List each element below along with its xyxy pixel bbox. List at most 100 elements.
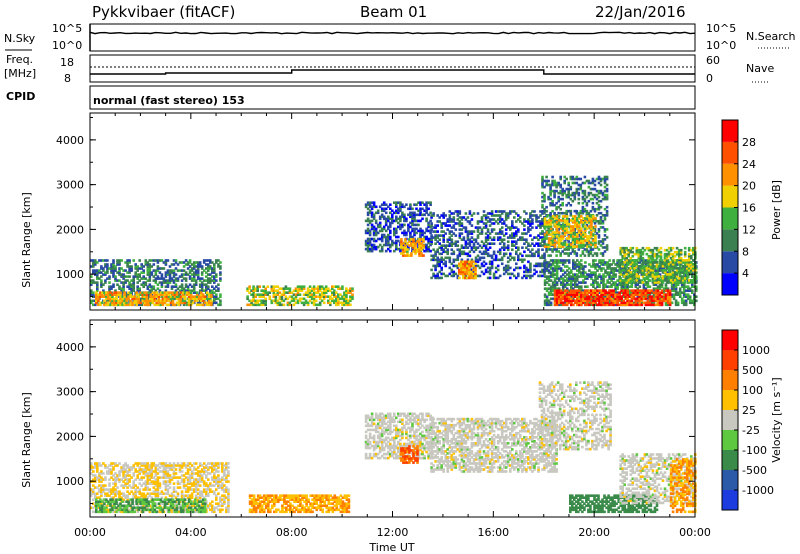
data-cell xyxy=(551,259,555,262)
data-cell xyxy=(149,299,153,303)
data-cell xyxy=(170,263,174,266)
data-cell xyxy=(515,232,518,235)
data-cell xyxy=(666,301,670,305)
data-cell xyxy=(515,234,518,237)
data-cell xyxy=(622,283,625,286)
data-cell xyxy=(308,293,312,296)
data-cell xyxy=(565,252,568,255)
data-cell xyxy=(549,189,552,193)
data-cell xyxy=(557,191,560,195)
data-cell xyxy=(454,222,458,225)
data-cell xyxy=(583,197,587,201)
data-cell xyxy=(104,265,107,268)
data-cell xyxy=(594,225,597,228)
data-cell xyxy=(582,245,585,248)
data-cell xyxy=(574,219,577,222)
data-cell xyxy=(527,220,530,223)
data-cell xyxy=(605,183,609,187)
data-cell xyxy=(462,276,465,280)
data-cell xyxy=(533,214,536,217)
data-cell xyxy=(573,181,577,185)
data-cell xyxy=(504,212,508,215)
data-cell xyxy=(208,299,211,303)
data-cell xyxy=(511,242,514,245)
data-cell xyxy=(418,246,421,249)
data-cell xyxy=(448,238,452,241)
data-cell xyxy=(502,238,506,241)
data-cell xyxy=(113,297,116,301)
data-cell xyxy=(148,271,152,274)
data-cell xyxy=(436,214,439,217)
data-cell xyxy=(574,261,577,264)
data-cell xyxy=(666,299,670,303)
data-cell xyxy=(580,289,583,292)
data-cell xyxy=(276,291,280,294)
data-cell xyxy=(575,252,579,255)
data-cell xyxy=(634,297,638,301)
data-cell xyxy=(602,301,605,305)
data-cell xyxy=(684,289,688,292)
data-cell xyxy=(464,276,467,280)
data-cell xyxy=(572,263,575,266)
data-cell xyxy=(462,246,466,249)
data-cell xyxy=(155,295,159,298)
data-cell xyxy=(608,291,611,294)
data-cell xyxy=(154,259,158,262)
data-cell xyxy=(523,210,526,213)
data-cell xyxy=(404,244,407,247)
data-cell xyxy=(578,291,581,294)
data-cell xyxy=(494,266,498,270)
data-cell xyxy=(620,297,623,301)
data-cell xyxy=(322,289,326,292)
data-cell xyxy=(567,293,571,296)
data-cell xyxy=(598,299,601,303)
data-cell xyxy=(561,225,565,228)
data-cell xyxy=(417,223,420,227)
data-cell xyxy=(448,218,452,221)
data-cell xyxy=(318,295,322,298)
data-cell xyxy=(135,297,138,301)
data-cell xyxy=(551,203,554,207)
data-cell xyxy=(565,289,569,292)
data-cell xyxy=(634,281,638,284)
data-cell xyxy=(370,249,374,253)
data-cell xyxy=(422,254,425,257)
data-cell xyxy=(308,291,312,294)
data-cell xyxy=(498,228,502,231)
data-cell xyxy=(164,281,168,284)
data-cell xyxy=(372,247,376,251)
data-cell xyxy=(660,301,664,305)
data-cell xyxy=(138,287,141,290)
data-cell xyxy=(119,303,122,307)
data-cell xyxy=(589,187,593,191)
data-cell xyxy=(430,258,433,262)
data-cell xyxy=(569,203,573,207)
data-cell xyxy=(488,232,492,235)
data-cell xyxy=(96,285,99,288)
data-cell xyxy=(575,187,579,191)
data-cell xyxy=(666,289,670,292)
data-cell xyxy=(368,241,372,245)
data-cell xyxy=(308,289,312,292)
data-cell xyxy=(144,281,148,284)
data-cell xyxy=(513,268,516,272)
data-cell xyxy=(446,244,449,247)
data-cell xyxy=(590,301,593,305)
data-cell xyxy=(92,263,95,266)
data-cell xyxy=(535,242,538,245)
data-cell xyxy=(134,263,137,266)
data-cell xyxy=(389,225,392,229)
data-cell xyxy=(410,252,413,255)
data-cell xyxy=(602,273,605,276)
data-cell xyxy=(539,224,542,227)
data-cell xyxy=(197,297,201,301)
data-cell xyxy=(152,287,156,290)
data-cell xyxy=(588,245,591,248)
data-cell xyxy=(509,234,512,237)
data-cell xyxy=(486,238,490,241)
data-cell xyxy=(646,303,650,307)
data-cell xyxy=(188,289,192,292)
data-cell xyxy=(478,232,482,235)
data-cell xyxy=(578,271,581,274)
data-cell xyxy=(488,262,492,266)
